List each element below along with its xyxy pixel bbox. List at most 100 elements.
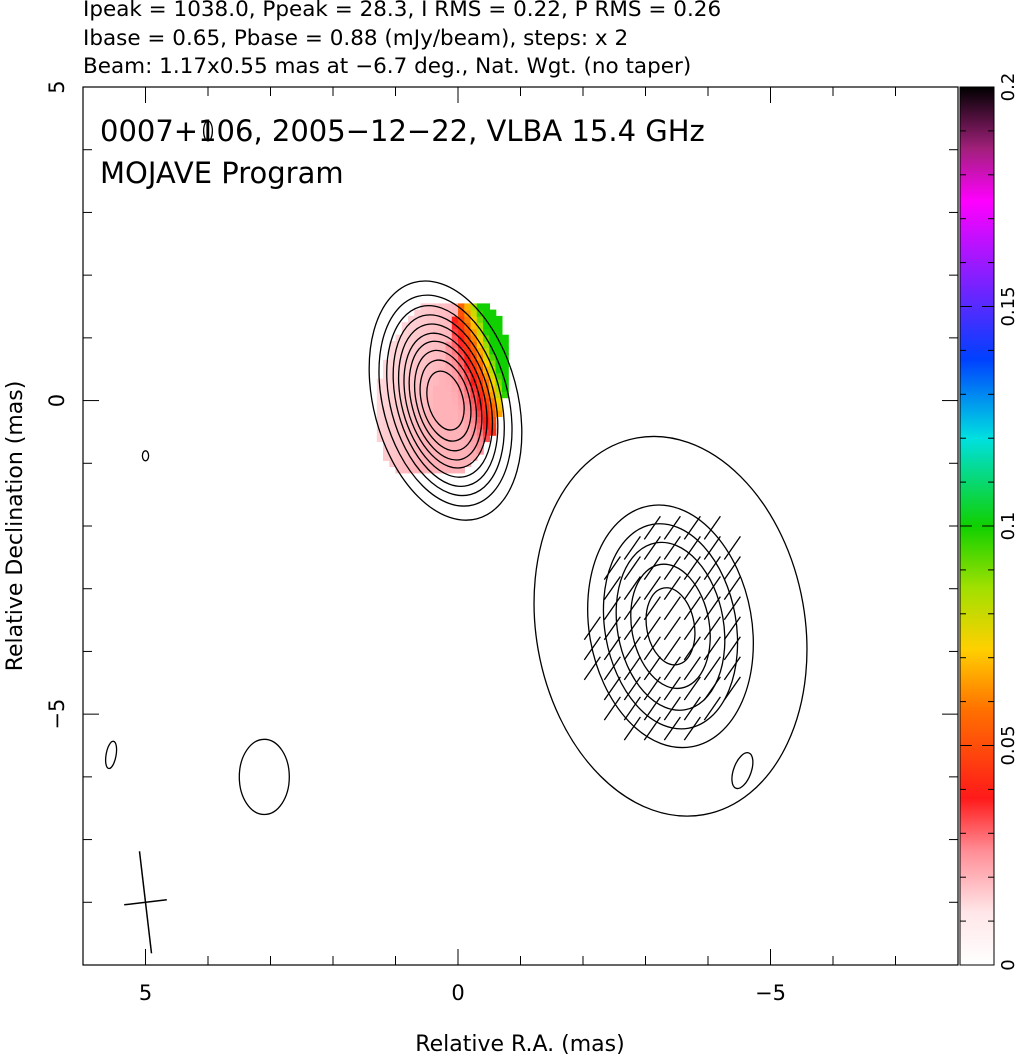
polarization-pixel — [414, 309, 422, 317]
polarization-pixel — [401, 378, 409, 386]
contour-line — [414, 349, 477, 452]
polarization-pixel — [483, 341, 490, 348]
polarization-pixel — [408, 453, 415, 461]
polarization-pixel — [483, 435, 490, 443]
polarization-pixel — [395, 428, 403, 436]
polarization-pixel — [470, 416, 478, 424]
polarization-pixel — [476, 328, 484, 336]
polarization-pixel — [470, 366, 478, 374]
polarization-pixel — [395, 403, 403, 411]
polarization-pixel — [426, 341, 434, 348]
polarization-pixel — [501, 391, 509, 399]
polarization-pixel — [458, 410, 465, 417]
polarization-pixel — [395, 422, 403, 430]
polarization-pixel — [408, 315, 415, 323]
polarization-pixel — [439, 341, 447, 348]
polarization-pixel — [383, 384, 390, 392]
polarization-pixel — [414, 334, 422, 342]
polarization-pixel — [458, 397, 465, 405]
polarization-pixel — [433, 334, 440, 342]
polarization-pixel — [408, 347, 415, 355]
polarization-pixel — [414, 372, 422, 380]
polarization-pixel — [439, 303, 447, 311]
evpa-vector — [683, 656, 701, 681]
polarization-pixel — [464, 303, 472, 311]
polarization-pixel — [483, 347, 490, 355]
evpa-vector — [703, 576, 721, 600]
polarization-pixel — [489, 359, 497, 367]
polarization-pixel — [426, 328, 434, 336]
polarization-pixel — [389, 359, 397, 367]
x-axis-label: Relative R.A. (mas) — [415, 1032, 624, 1057]
polarization-pixel — [420, 416, 428, 424]
polarization-pixel — [464, 453, 472, 461]
polarization-pixel — [414, 410, 422, 417]
polarization-pixel — [445, 353, 453, 361]
y-tick-label: 5 — [45, 80, 69, 93]
evpa-vector — [643, 596, 661, 621]
polarization-pixel — [476, 372, 484, 380]
evpa-vector — [723, 676, 741, 701]
evpa-vector — [623, 676, 641, 701]
noise-blob-5-contours — [141, 450, 150, 462]
evpa-vector — [603, 696, 621, 721]
polarization-pixel — [495, 315, 503, 323]
evpa-vector — [683, 556, 701, 580]
polarization-pixel — [470, 359, 478, 367]
polarization-pixel — [408, 334, 415, 342]
polarization-pixel — [408, 466, 415, 474]
polarization-pixel — [426, 410, 434, 417]
polarization-pixel — [439, 328, 447, 336]
polarization-pixel — [426, 334, 434, 342]
polarization-pixel — [414, 378, 422, 386]
noise-blob-1-contours — [238, 738, 290, 816]
polarization-pixel — [458, 315, 465, 323]
polarization-pixel — [414, 315, 422, 323]
polarization-pixel — [420, 460, 428, 468]
polarization-pixel — [445, 447, 453, 455]
evpa-vector — [683, 536, 701, 560]
evpa-vector — [643, 536, 661, 560]
polarization-pixel — [433, 466, 440, 474]
polarization-pixel — [439, 384, 447, 392]
core-contours — [368, 280, 523, 521]
axis-ticks: 5 0 −5 5 0 −5 — [45, 80, 959, 1005]
polarization-pixel — [445, 391, 453, 399]
jet-knot-contours — [533, 435, 808, 817]
polarization-pixel — [445, 397, 453, 405]
polarization-pixel — [401, 384, 409, 392]
polarization-pixel — [458, 366, 465, 374]
polarization-pixel — [501, 353, 509, 361]
polarization-pixel — [451, 303, 459, 311]
evpa-vector — [603, 676, 621, 701]
chart-title: 0007+106, 2005−12−22, VLBA 15.4 GHz — [100, 114, 705, 148]
polarization-pixel — [476, 315, 484, 323]
polarization-pixel — [389, 453, 397, 461]
polarization-pixel — [383, 441, 390, 449]
polarization-pixel — [476, 359, 484, 367]
polarization-pixel — [458, 334, 465, 342]
polarization-pixel — [489, 353, 497, 361]
contour-line — [533, 435, 808, 817]
polarization-pixel — [470, 441, 478, 449]
polarization-pixel — [470, 322, 478, 330]
polarization-pixel — [451, 397, 459, 405]
polarization-pixel — [464, 397, 472, 405]
polarization-pixel — [420, 303, 428, 311]
contour-line — [587, 504, 754, 749]
x-tick-label: 5 — [139, 981, 152, 1005]
polarization-pixel — [464, 372, 472, 380]
polarization-pixel — [433, 441, 440, 449]
polarization-pixel — [420, 403, 428, 411]
polarization-pixel — [495, 391, 503, 399]
polarization-pixel — [408, 391, 415, 399]
polarization-pixel — [433, 403, 440, 411]
polarization-pixel — [426, 315, 434, 323]
polarization-pixel — [445, 378, 453, 386]
evpa-vector — [663, 636, 681, 661]
polarization-pixel — [376, 378, 384, 386]
polarization-pixel — [464, 309, 472, 317]
polarization-pixel — [501, 334, 509, 342]
polarization-pixel — [501, 372, 509, 380]
polarization-pixel — [464, 366, 472, 374]
